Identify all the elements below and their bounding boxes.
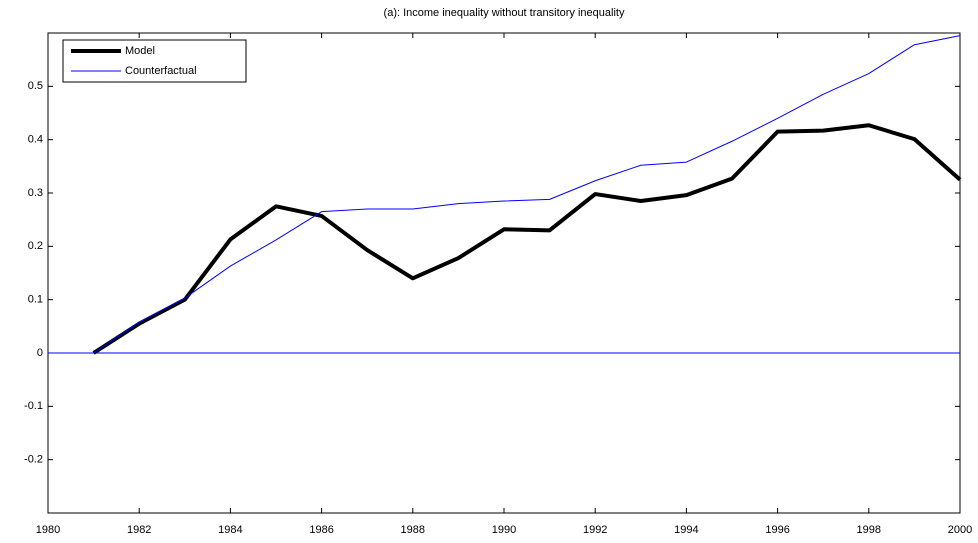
x-tick-label: 1994 xyxy=(674,524,698,536)
legend-label: Model xyxy=(125,45,155,57)
y-tick-label: 0.5 xyxy=(28,80,43,92)
x-tick-label: 1996 xyxy=(765,524,789,536)
series-line xyxy=(93,35,961,354)
x-tick-label: 1984 xyxy=(218,524,242,536)
x-tick-label: 1988 xyxy=(401,524,425,536)
x-tick-label: 2000 xyxy=(948,524,972,536)
x-tick-label: 1998 xyxy=(857,524,881,536)
y-tick-label: 0.1 xyxy=(28,294,43,306)
y-tick-label: 0 xyxy=(37,347,43,359)
y-tick-label: -0.1 xyxy=(24,400,43,412)
x-tick-label: 1990 xyxy=(492,524,516,536)
x-tick-label: 1980 xyxy=(36,524,60,536)
y-tick-label: 0.3 xyxy=(28,187,43,199)
legend-label: Counterfactual xyxy=(125,65,197,77)
x-tick-label: 1982 xyxy=(127,524,151,536)
chart-title: (a): Income inequality without transitor… xyxy=(384,7,625,19)
y-tick-label: 0.2 xyxy=(28,240,43,252)
series-line xyxy=(92,123,962,355)
legend-box xyxy=(62,39,247,83)
y-tick-label: 0.4 xyxy=(28,134,43,146)
x-tick-label: 1986 xyxy=(309,524,333,536)
axes-box xyxy=(47,32,961,514)
x-tick-label: 1992 xyxy=(583,524,607,536)
y-tick-label: -0.2 xyxy=(24,454,43,466)
